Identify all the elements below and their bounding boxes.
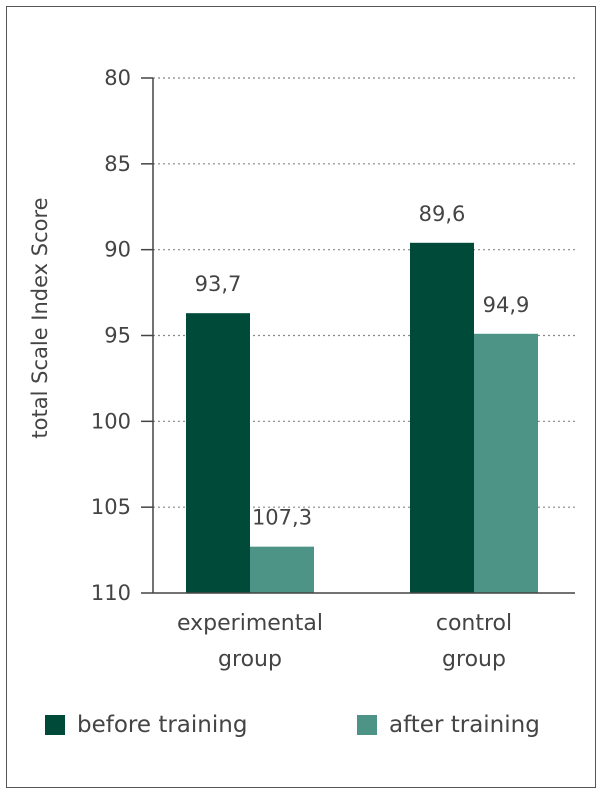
category-label: group <box>442 647 506 672</box>
data-label: 89,6 <box>419 202 466 226</box>
legend-swatch-after <box>357 715 377 735</box>
y-axis-label: total Scale Index Score <box>28 197 52 438</box>
bar-before <box>186 313 250 593</box>
legend-item-after: after training <box>357 712 540 738</box>
legend-label-before: before training <box>77 712 248 738</box>
data-label: 107,3 <box>252 506 312 530</box>
y-tick-label: 100 <box>91 409 131 433</box>
legend: before training after training <box>45 712 585 752</box>
legend-item-before: before training <box>45 712 247 738</box>
y-tick-label: 90 <box>104 238 131 262</box>
y-tick-label: 110 <box>91 581 131 605</box>
y-tick-label: 80 <box>104 66 131 90</box>
category-labels: experimental group control group <box>177 611 512 672</box>
category-label: control <box>436 611 512 636</box>
legend-swatch-before <box>45 715 65 735</box>
data-label: 94,9 <box>483 293 530 317</box>
y-tick-label: 105 <box>91 495 131 519</box>
bars <box>186 242 538 594</box>
y-tick-label: 85 <box>104 152 131 176</box>
y-ticks: 80 85 90 95 100 105 110 <box>91 66 153 605</box>
bar-after <box>250 546 314 593</box>
category-label: experimental <box>177 611 323 636</box>
y-tick-label: 95 <box>104 324 131 348</box>
data-labels: 93,7 107,3 89,6 94,9 <box>195 202 530 530</box>
data-label: 93,7 <box>195 272 242 296</box>
bar-after <box>474 333 538 593</box>
bar-before <box>410 242 474 594</box>
legend-label-after: after training <box>389 712 540 738</box>
category-label: group <box>218 647 282 672</box>
bar-chart: 80 85 90 95 100 105 110 93,7 107,3 89,6 94,9 expe… <box>28 66 575 672</box>
